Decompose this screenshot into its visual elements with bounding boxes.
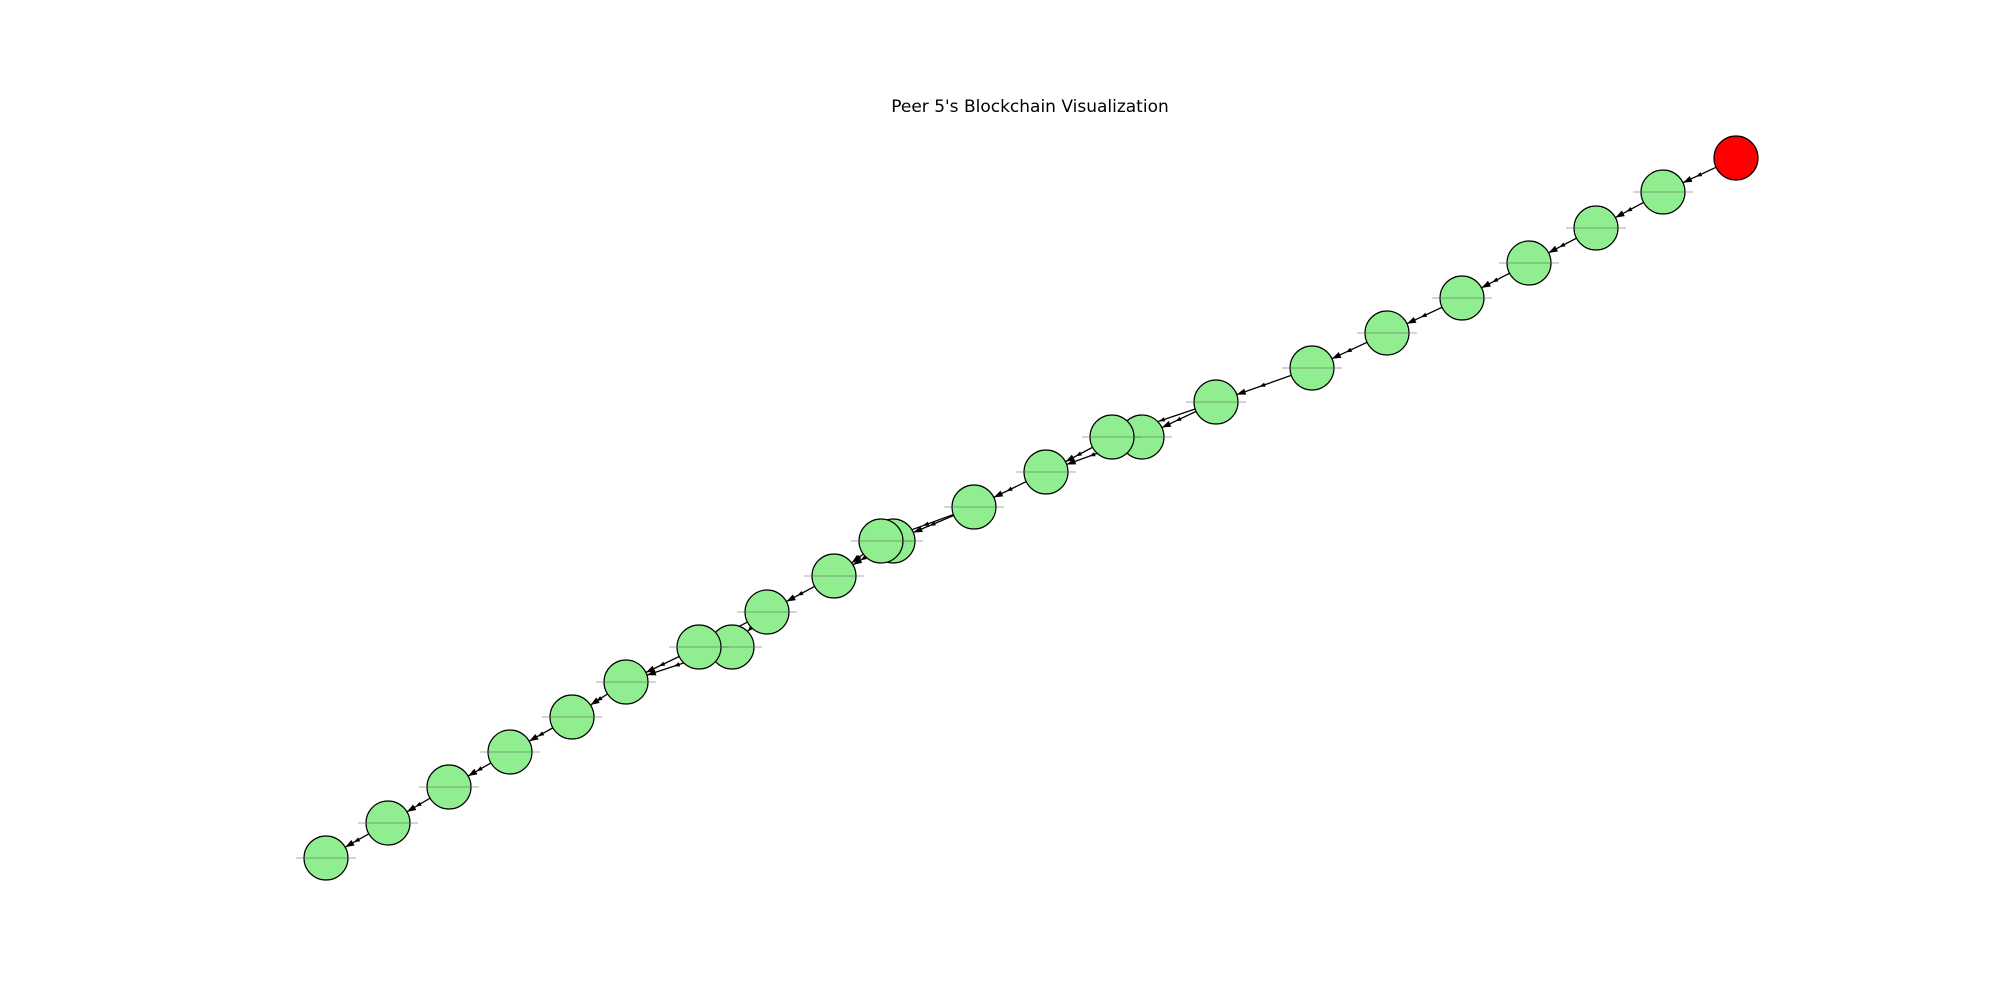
block-node	[1633, 169, 1693, 215]
block-node	[358, 800, 418, 846]
block-node	[1499, 240, 1559, 286]
block-node	[1282, 345, 1342, 391]
head-block-node	[1713, 135, 1759, 181]
block-node	[1016, 449, 1076, 495]
block-node	[1432, 275, 1492, 321]
block-node	[737, 589, 797, 635]
block-node	[480, 729, 540, 775]
block-node	[804, 553, 864, 599]
block-node	[596, 659, 656, 705]
block-node	[1357, 310, 1417, 356]
block-node	[851, 518, 911, 564]
block-node	[542, 694, 602, 740]
block-node	[1082, 414, 1142, 460]
nodes-layer	[296, 135, 1759, 881]
graph-title: Peer 5's Blockchain Visualization	[891, 97, 1169, 117]
block-node	[669, 624, 729, 670]
block-node	[296, 835, 356, 881]
block-node	[944, 484, 1004, 530]
edge-11-12	[913, 506, 975, 534]
block-node	[1186, 379, 1246, 425]
block-node	[419, 764, 479, 810]
block-node	[1566, 205, 1626, 251]
